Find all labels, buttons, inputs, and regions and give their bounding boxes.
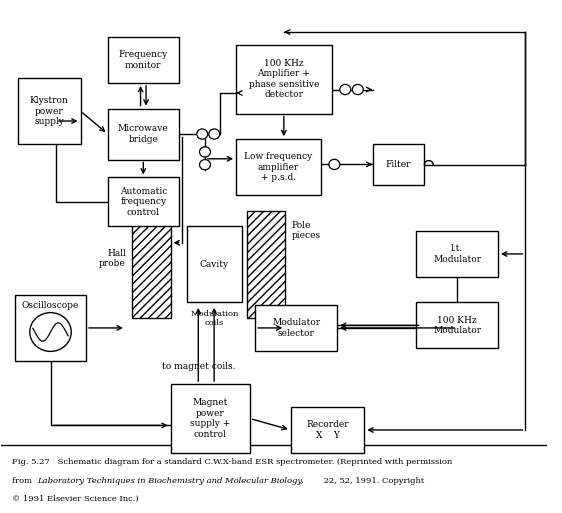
Text: Modulator
selector: Modulator selector: [272, 318, 320, 338]
FancyBboxPatch shape: [18, 78, 80, 144]
FancyBboxPatch shape: [171, 384, 250, 453]
Text: Modulation
coils: Modulation coils: [190, 310, 238, 327]
Text: Low frequency
amplifier
+ p.s.d.: Low frequency amplifier + p.s.d.: [244, 152, 312, 182]
Text: l.t.
Modulator: l.t. Modulator: [433, 244, 481, 264]
FancyBboxPatch shape: [187, 226, 242, 303]
FancyBboxPatch shape: [236, 45, 332, 114]
Text: to magnet coils.: to magnet coils.: [162, 362, 236, 371]
FancyBboxPatch shape: [133, 210, 171, 318]
Text: Filter: Filter: [386, 160, 411, 169]
Circle shape: [209, 129, 220, 139]
Text: Magnet
power
supply +
control: Magnet power supply + control: [190, 399, 230, 439]
Text: Frequency
monitor: Frequency monitor: [119, 50, 168, 70]
FancyBboxPatch shape: [236, 139, 321, 195]
Text: Klystron
power
supply: Klystron power supply: [30, 96, 69, 126]
Circle shape: [329, 160, 340, 169]
Text: Hall
probe: Hall probe: [99, 249, 126, 268]
Text: Pole
pieces: Pole pieces: [292, 221, 321, 240]
FancyBboxPatch shape: [416, 303, 498, 348]
FancyBboxPatch shape: [373, 144, 424, 185]
Text: Recorder
X    Y: Recorder X Y: [306, 420, 349, 440]
FancyBboxPatch shape: [108, 109, 179, 160]
FancyBboxPatch shape: [291, 407, 364, 453]
FancyBboxPatch shape: [15, 295, 86, 361]
Text: 100 KHz
Amplifier +
phase sensitive
detector: 100 KHz Amplifier + phase sensitive dete…: [248, 59, 319, 100]
FancyBboxPatch shape: [108, 177, 179, 226]
Circle shape: [197, 129, 208, 139]
Circle shape: [200, 147, 210, 157]
Circle shape: [200, 160, 210, 170]
Text: © 1991 Elsevier Science Inc.): © 1991 Elsevier Science Inc.): [12, 495, 139, 503]
FancyBboxPatch shape: [108, 37, 179, 83]
Circle shape: [340, 85, 351, 94]
Text: Automatic
frequency
control: Automatic frequency control: [120, 187, 167, 216]
FancyBboxPatch shape: [255, 305, 337, 351]
Text: Fig. 5.27   Schematic diagram for a standard C.W.X-band ESR spectrometer. (Repri: Fig. 5.27 Schematic diagram for a standa…: [12, 458, 452, 466]
Text: Oscilloscope: Oscilloscope: [22, 301, 79, 310]
FancyBboxPatch shape: [247, 210, 285, 318]
Text: 100 KHz
Modulator: 100 KHz Modulator: [433, 315, 481, 335]
Text: Cavity: Cavity: [200, 260, 229, 269]
Text: from: from: [12, 477, 35, 485]
Circle shape: [352, 85, 363, 94]
FancyBboxPatch shape: [416, 231, 498, 277]
Text: Laboratory Techniques in Biochemistry and Molecular Biology,: Laboratory Techniques in Biochemistry an…: [37, 477, 303, 485]
Text: 22, 52, 1991. Copyright: 22, 52, 1991. Copyright: [321, 477, 424, 485]
Text: Microwave
bridge: Microwave bridge: [118, 124, 169, 144]
